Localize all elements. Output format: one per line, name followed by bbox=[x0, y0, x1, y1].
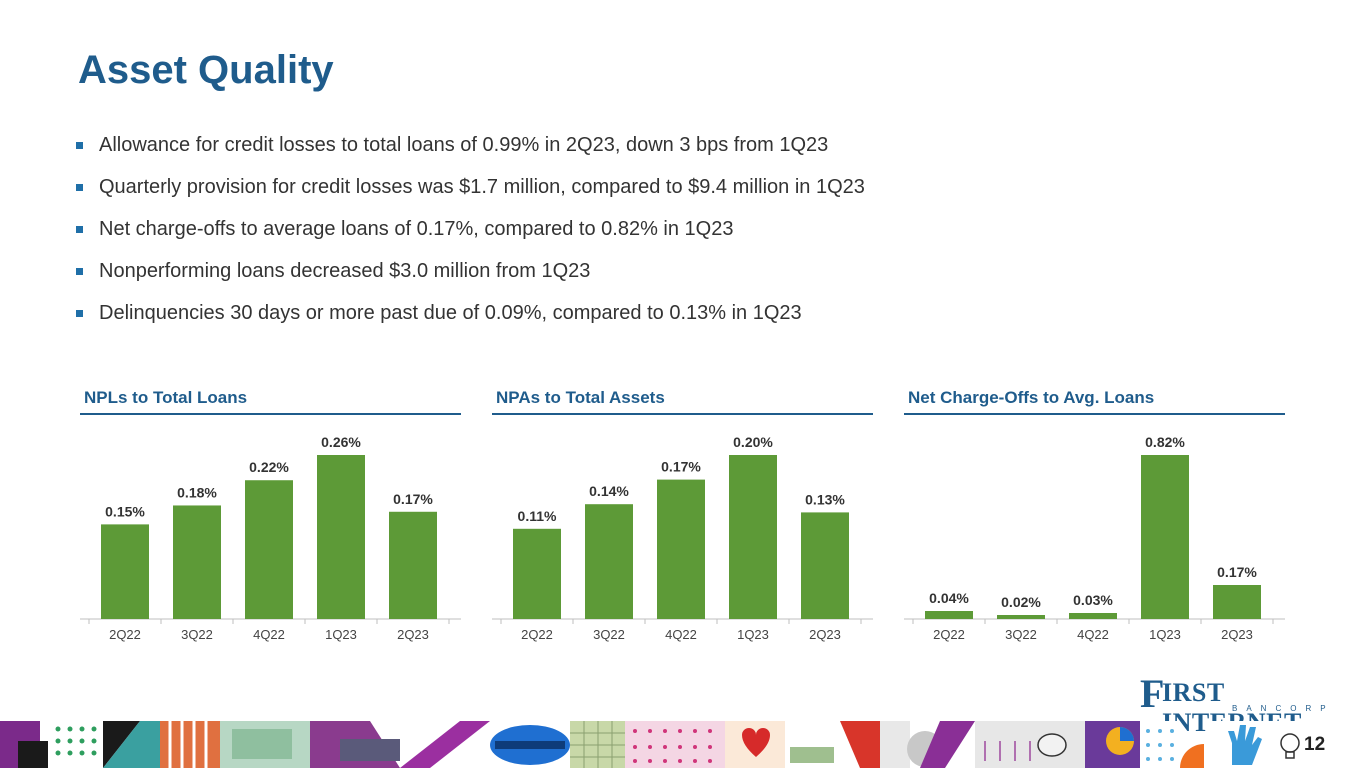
company-logo: F IRST INTERNET BANCORP bbox=[1140, 671, 1350, 737]
data-label: 0.18% bbox=[177, 484, 217, 500]
x-tick-label: 2Q23 bbox=[1221, 627, 1253, 642]
bullet-text: Nonperforming loans decreased $3.0 milli… bbox=[99, 260, 591, 282]
chart-npas-svg: 0.11% 2Q22 0.14% 3Q22 0.17% 4Q22 0.20% 1Q23 0.13… bbox=[492, 434, 873, 642]
chart-title-rule bbox=[492, 413, 873, 415]
data-label: 0.17% bbox=[1217, 564, 1257, 580]
x-tick-label: 3Q22 bbox=[1005, 627, 1037, 642]
page-title: Asset Quality bbox=[78, 48, 334, 92]
decorative-footer-strip bbox=[0, 721, 1365, 768]
data-label: 0.11% bbox=[518, 508, 557, 524]
bar-2q23 bbox=[389, 511, 437, 619]
bullet-text: Net charge-offs to average loans of 0.17… bbox=[99, 218, 734, 240]
data-label: 0.20% bbox=[733, 434, 773, 450]
chart-npls-svg: 0.15% 2Q22 0.18% 3Q22 0.22% 4Q22 0.26% 1Q23 0.17… bbox=[80, 434, 461, 642]
bar-3q22 bbox=[173, 505, 221, 619]
bar-1q23 bbox=[317, 455, 365, 619]
data-label: 0.02% bbox=[1001, 594, 1041, 610]
x-tick-label: 1Q23 bbox=[1149, 627, 1181, 642]
bullet-text: Allowance for credit losses to total loa… bbox=[99, 134, 829, 156]
bar-2q23 bbox=[1213, 585, 1261, 619]
chart-title: NPAs to Total Assets bbox=[496, 388, 665, 407]
bar-3q22 bbox=[585, 504, 633, 619]
bullet-item: Net charge-offs to average loans of 0.17… bbox=[76, 212, 865, 254]
data-label: 0.17% bbox=[661, 459, 701, 475]
data-label: 0.14% bbox=[589, 483, 629, 499]
bullet-item: Quarterly provision for credit losses wa… bbox=[76, 170, 865, 212]
x-tick-label: 4Q22 bbox=[253, 627, 285, 642]
page-number: 12 bbox=[1304, 734, 1326, 755]
chart-panel-npas: NPAs to Total Assets 0.11% 2Q22 0.14% 3Q22 0… bbox=[492, 380, 874, 650]
data-label: 0.22% bbox=[249, 459, 289, 475]
x-tick-label: 2Q23 bbox=[397, 627, 429, 642]
x-tick-label: 2Q22 bbox=[521, 627, 553, 642]
bullet-item: Delinquencies 30 days or more past due o… bbox=[76, 296, 865, 338]
bar-2q23 bbox=[801, 512, 849, 619]
bar-4q22 bbox=[657, 479, 705, 619]
x-tick-label: 1Q23 bbox=[737, 627, 769, 642]
data-label: 0.17% bbox=[393, 491, 433, 507]
data-label: 0.03% bbox=[1073, 592, 1113, 608]
bullet-text: Delinquencies 30 days or more past due o… bbox=[99, 302, 802, 324]
bar-2q22 bbox=[513, 528, 561, 619]
data-label: 0.13% bbox=[805, 491, 845, 507]
x-tick-label: 2Q22 bbox=[109, 627, 141, 642]
chart-title-rule bbox=[80, 413, 461, 415]
bullet-item: Allowance for credit losses to total loa… bbox=[76, 128, 865, 170]
chart-panel-npls: NPLs to Total Loans 0.15% 2Q22 0.18% 3Q22 0.… bbox=[80, 380, 462, 650]
bullet-text: Quarterly provision for credit losses wa… bbox=[99, 176, 865, 198]
chart-title: Net Charge-Offs to Avg. Loans bbox=[908, 388, 1155, 407]
chart-title: NPLs to Total Loans bbox=[84, 388, 248, 407]
bar-1q23 bbox=[729, 455, 777, 619]
x-tick-label: 4Q22 bbox=[665, 627, 697, 642]
chart-charge-offs-svg: 0.04% 2Q22 0.02% 3Q22 0.03% 4Q22 0.82% 1Q23 0.17… bbox=[904, 434, 1285, 642]
x-tick-label: 3Q22 bbox=[181, 627, 213, 642]
bullet-square-icon bbox=[76, 142, 83, 149]
bar-2q22 bbox=[925, 611, 973, 619]
logo-initial: F bbox=[1140, 671, 1165, 716]
data-label: 0.04% bbox=[929, 590, 969, 606]
x-tick-label: 2Q22 bbox=[933, 627, 965, 642]
bullet-item: Nonperforming loans decreased $3.0 milli… bbox=[76, 254, 865, 296]
bar-4q22 bbox=[245, 480, 293, 619]
x-tick-label: 1Q23 bbox=[325, 627, 357, 642]
x-tick-label: 3Q22 bbox=[593, 627, 625, 642]
bullet-square-icon bbox=[76, 226, 83, 233]
bar-3q22 bbox=[997, 615, 1045, 619]
chart-title-rule bbox=[904, 413, 1285, 415]
bullet-list: Allowance for credit losses to total loa… bbox=[76, 128, 865, 338]
data-label: 0.26% bbox=[321, 434, 361, 450]
bullet-square-icon bbox=[76, 310, 83, 317]
x-tick-label: 4Q22 bbox=[1077, 627, 1109, 642]
chart-panel-charge-offs: Net Charge-Offs to Avg. Loans 0.04% 2Q22 0… bbox=[904, 380, 1286, 650]
bar-1q23 bbox=[1141, 455, 1189, 619]
bar-4q22 bbox=[1069, 613, 1117, 619]
bullet-square-icon bbox=[76, 268, 83, 275]
x-tick-label: 2Q23 bbox=[809, 627, 841, 642]
data-label: 0.82% bbox=[1145, 434, 1185, 450]
bullet-square-icon bbox=[76, 184, 83, 191]
logo-subtitle: BANCORP bbox=[1232, 704, 1335, 713]
data-label: 0.15% bbox=[105, 503, 145, 519]
bar-2q22 bbox=[101, 524, 149, 619]
